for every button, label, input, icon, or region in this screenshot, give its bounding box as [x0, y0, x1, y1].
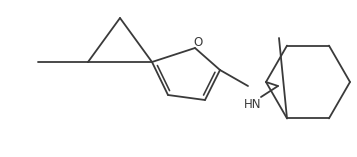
Text: HN: HN — [244, 98, 261, 111]
Text: O: O — [193, 35, 203, 49]
